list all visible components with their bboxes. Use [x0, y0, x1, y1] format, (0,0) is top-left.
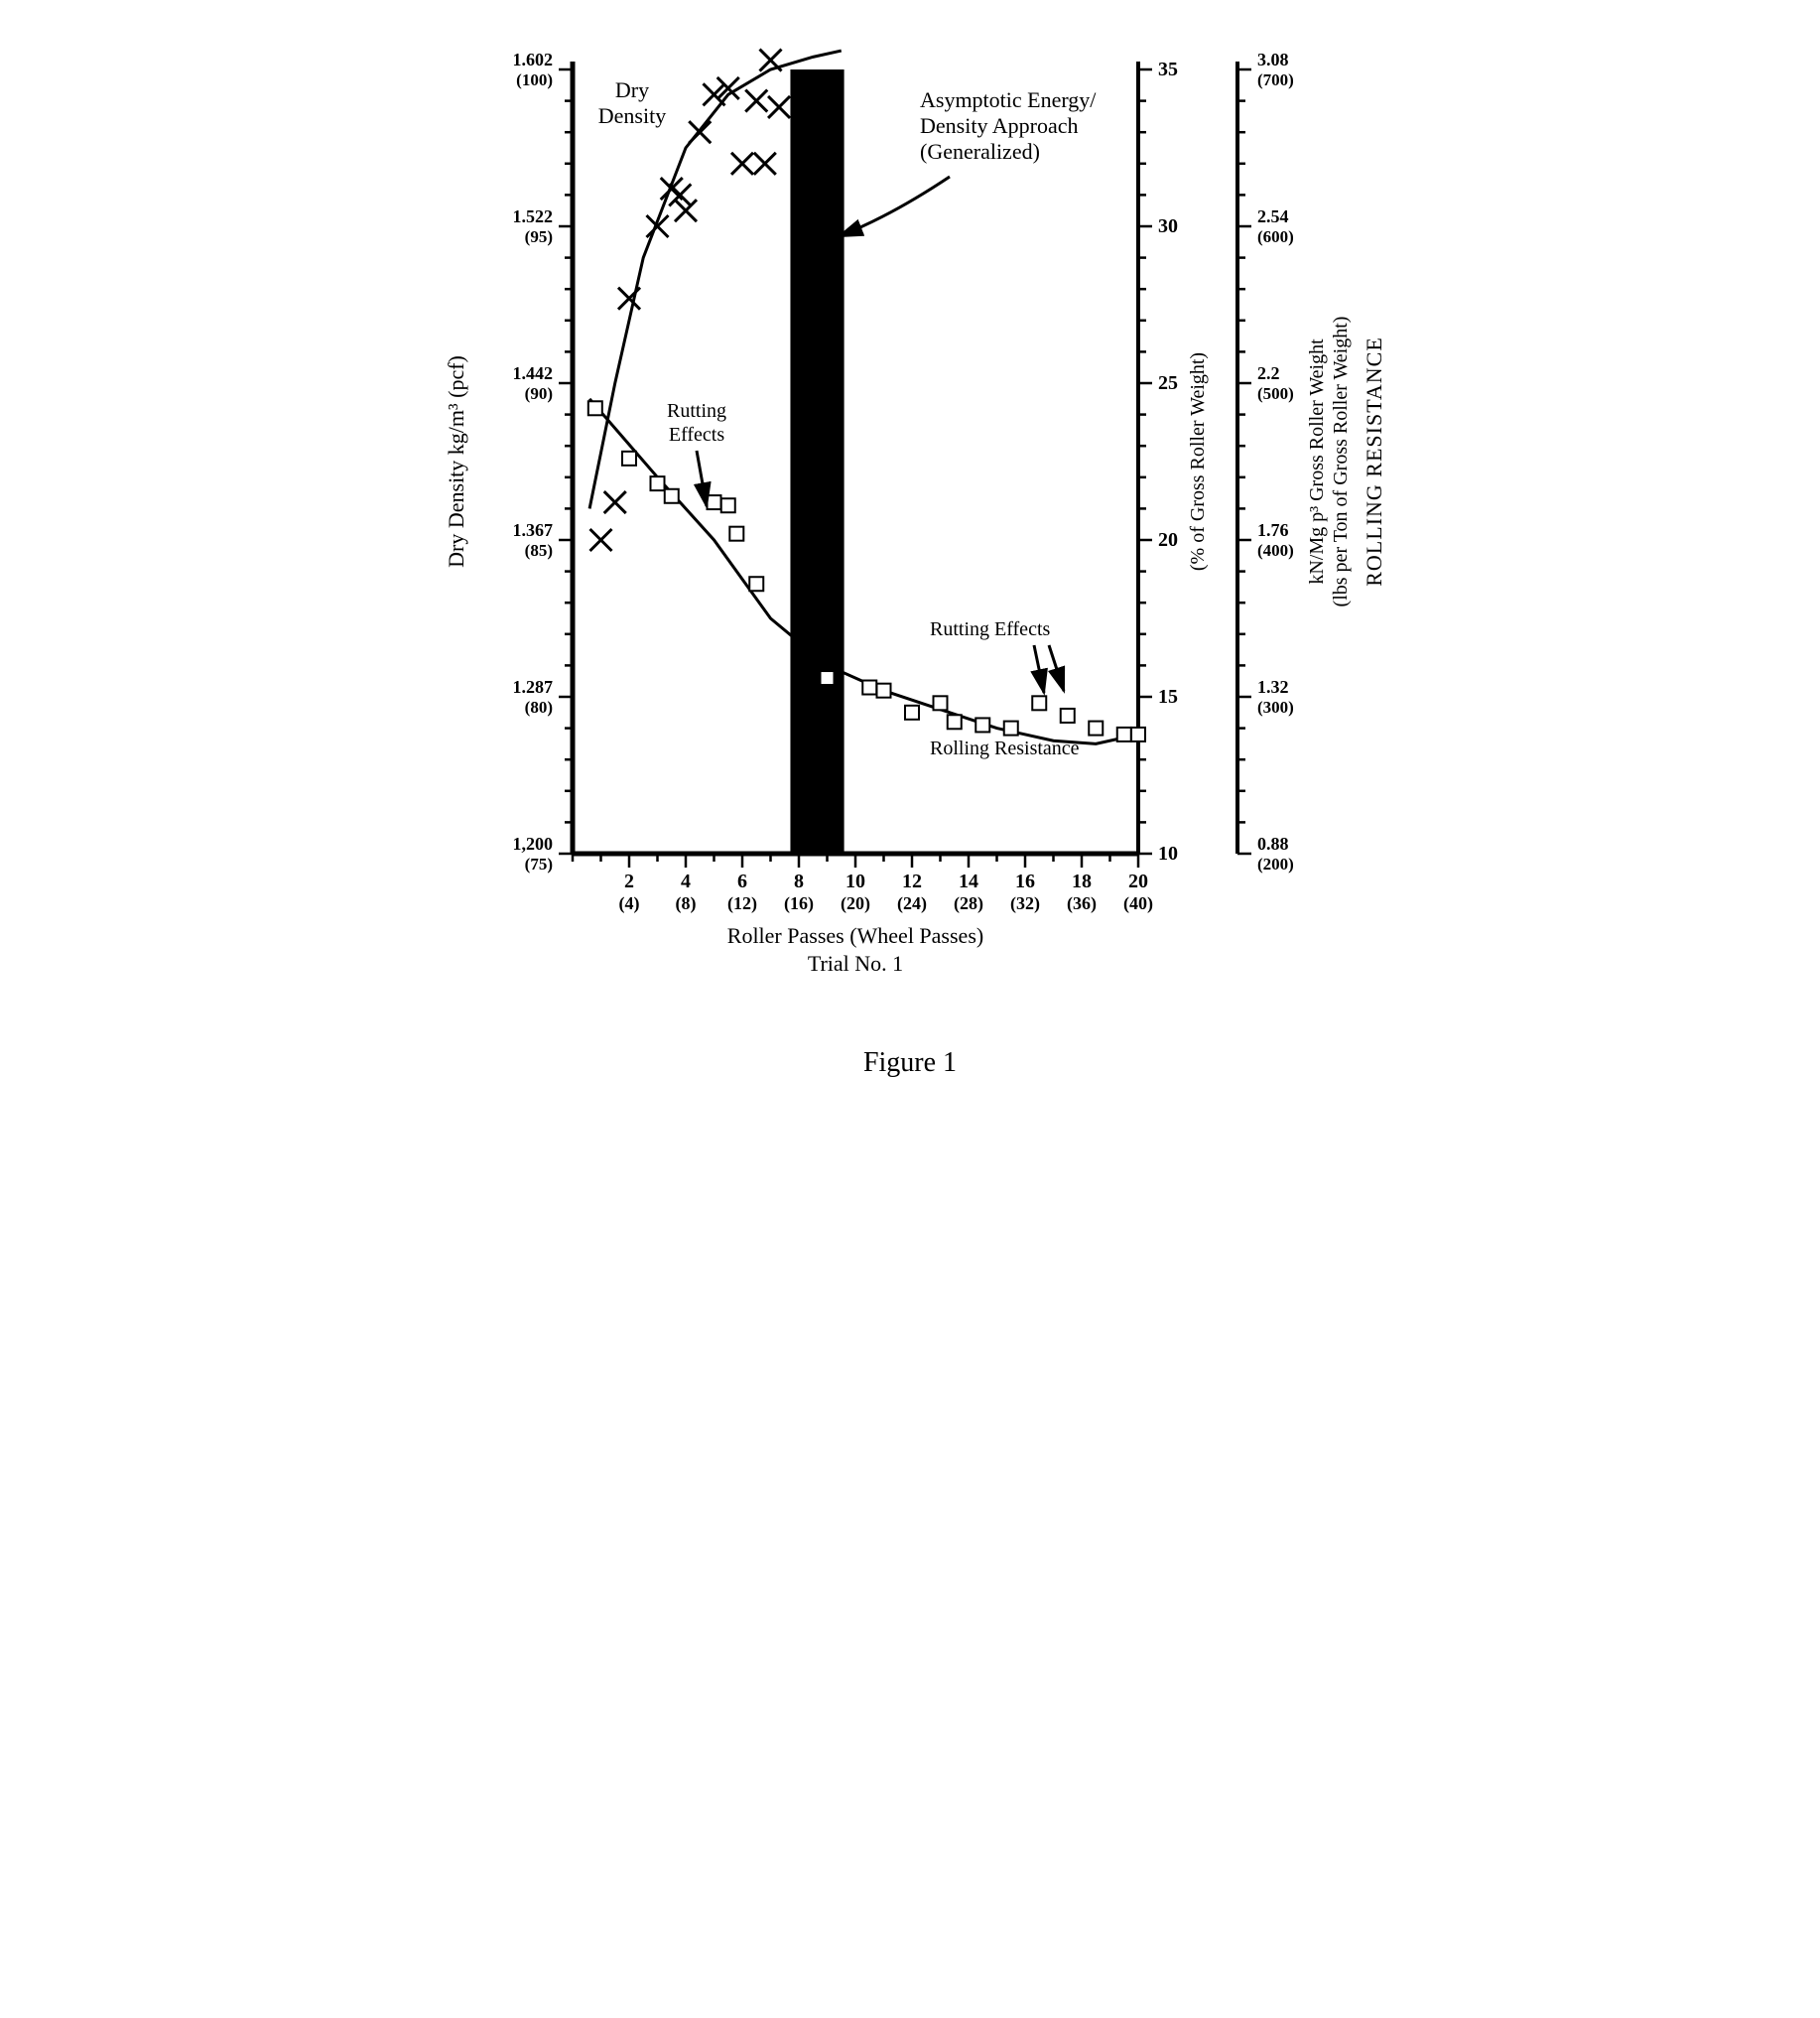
- yright2-tick-lbs: (300): [1257, 698, 1294, 717]
- rolling-resistance-marker: [622, 452, 636, 466]
- x-tick-top: 14: [959, 871, 978, 892]
- rolling-resistance-marker: [862, 681, 876, 695]
- yleft-tick-kg: 1.522: [513, 206, 554, 226]
- anno-rutting-1: Effects: [669, 424, 724, 446]
- rolling-resistance-marker: [651, 476, 665, 490]
- anno-rutting-2: Rutting Effects: [930, 618, 1050, 640]
- yright2-tick-kn: 0.88: [1257, 834, 1289, 854]
- rutting1-arrow: [697, 451, 707, 506]
- rolling-resistance-marker: [877, 684, 891, 698]
- yright2-tick-kn: 1.32: [1257, 677, 1289, 697]
- x-label-2: Trial No. 1: [808, 951, 903, 976]
- yleft-tick-kg: 1,200: [513, 834, 554, 854]
- yright2-tick-lbs: (600): [1257, 227, 1294, 246]
- rolling-resistance-marker: [749, 577, 763, 591]
- rolling-resistance-marker: [1004, 722, 1018, 736]
- yleft-label: Dry Density kg/m³ (pcf): [444, 355, 468, 568]
- yright2-tick-lbs: (200): [1257, 855, 1294, 874]
- yright1-tick: 15: [1158, 686, 1178, 708]
- anno-asymptotic: Asymptotic Energy/: [920, 87, 1097, 112]
- x-tick-top: 6: [737, 871, 747, 892]
- x-tick-bot: (16): [784, 893, 814, 914]
- x-tick-top: 2: [624, 871, 634, 892]
- rolling-resistance-marker: [708, 495, 721, 509]
- yright2-tick-kn: 2.54: [1257, 206, 1289, 226]
- yleft-tick-pcf: (75): [525, 855, 553, 874]
- rolling-resistance-marker: [729, 527, 743, 541]
- x-tick-bot: (40): [1123, 893, 1153, 914]
- asymptotic-band: [790, 69, 844, 854]
- rolling-resistance-marker: [821, 671, 835, 685]
- yright2-tick-lbs: (500): [1257, 384, 1294, 403]
- yright1-label: (% of Gross Roller Weight): [1187, 352, 1209, 571]
- anno-asymptotic: Density Approach: [920, 113, 1078, 138]
- anno-rolling-resistance: Rolling Resistance: [930, 738, 1080, 759]
- chart-container: 2(4)4(8)6(12)8(16)10(20)12(24)14(28)16(3…: [424, 40, 1396, 1132]
- rutting2-arrow-a: [1034, 645, 1044, 693]
- rolling-resistance-marker: [934, 696, 948, 710]
- rutting2-arrow-b: [1049, 645, 1064, 691]
- yright1-tick: 20: [1158, 529, 1178, 551]
- yright2-tick-lbs: (700): [1257, 70, 1294, 89]
- x-tick-bot: (28): [954, 893, 983, 914]
- x-tick-bot: (8): [676, 893, 697, 914]
- yleft-tick-pcf: (85): [525, 541, 553, 560]
- yleft-tick-kg: 1.442: [513, 363, 554, 383]
- yright2-label-2: (lbs per Ton of Gross Roller Weight): [1330, 317, 1352, 607]
- yleft-tick-kg: 1.602: [513, 50, 554, 69]
- anno-rutting-1: Rutting: [667, 400, 726, 422]
- anno-asymptotic: (Generalized): [920, 139, 1040, 164]
- rolling-resistance-marker: [1131, 728, 1145, 741]
- rolling-resistance-marker: [721, 498, 735, 512]
- yright1-tick: 25: [1158, 372, 1178, 394]
- x-tick-top: 4: [681, 871, 691, 892]
- yright1-tick: 10: [1158, 843, 1178, 865]
- asymptotic-arrow: [840, 177, 950, 236]
- x-tick-bot: (24): [897, 893, 927, 914]
- yleft-tick-kg: 1.287: [513, 677, 554, 697]
- x-tick-top: 20: [1128, 871, 1148, 892]
- yleft-tick-pcf: (80): [525, 698, 553, 717]
- x-tick-top: 16: [1015, 871, 1035, 892]
- x-tick-top: 18: [1072, 871, 1092, 892]
- x-tick-top: 10: [845, 871, 865, 892]
- yright2-tick-lbs: (400): [1257, 541, 1294, 560]
- yright2-title: ROLLING RESISTANCE: [1362, 336, 1386, 587]
- yleft-tick-pcf: (90): [525, 384, 553, 403]
- x-tick-top: 8: [794, 871, 804, 892]
- yright1-tick: 30: [1158, 215, 1178, 237]
- anno-dry-density: Dry: [615, 77, 649, 102]
- yright2-label-1: kN/Mg p³ Gross Roller Weight: [1306, 338, 1328, 585]
- x-tick-bot: (20): [841, 893, 870, 914]
- rolling-resistance-marker: [588, 401, 602, 415]
- yleft-tick-kg: 1.367: [513, 520, 554, 540]
- yleft-tick-pcf: (100): [516, 70, 553, 89]
- rolling-resistance-marker: [975, 718, 989, 732]
- yright2-tick-kn: 2.2: [1257, 363, 1280, 383]
- yleft-tick-pcf: (95): [525, 227, 553, 246]
- rolling-resistance-marker: [1089, 722, 1103, 736]
- figure-caption: Figure 1: [424, 1047, 1396, 1079]
- yright2-tick-kn: 3.08: [1257, 50, 1289, 69]
- x-tick-bot: (32): [1010, 893, 1040, 914]
- x-tick-bot: (12): [727, 893, 757, 914]
- rolling-resistance-marker: [1117, 728, 1131, 741]
- rolling-resistance-marker: [905, 706, 919, 720]
- chart-svg: 2(4)4(8)6(12)8(16)10(20)12(24)14(28)16(3…: [424, 40, 1396, 1032]
- yright2-tick-kn: 1.76: [1257, 520, 1289, 540]
- rolling-resistance-marker: [665, 489, 679, 503]
- x-tick-bot: (36): [1067, 893, 1097, 914]
- yright1-tick: 35: [1158, 59, 1178, 80]
- x-tick-top: 12: [902, 871, 922, 892]
- rolling-resistance-marker: [1032, 696, 1046, 710]
- rolling-resistance-marker: [1061, 709, 1075, 723]
- x-tick-bot: (4): [619, 893, 640, 914]
- x-label-1: Roller Passes (Wheel Passes): [727, 923, 983, 948]
- anno-dry-density: Density: [598, 103, 666, 128]
- rolling-resistance-marker: [948, 715, 962, 729]
